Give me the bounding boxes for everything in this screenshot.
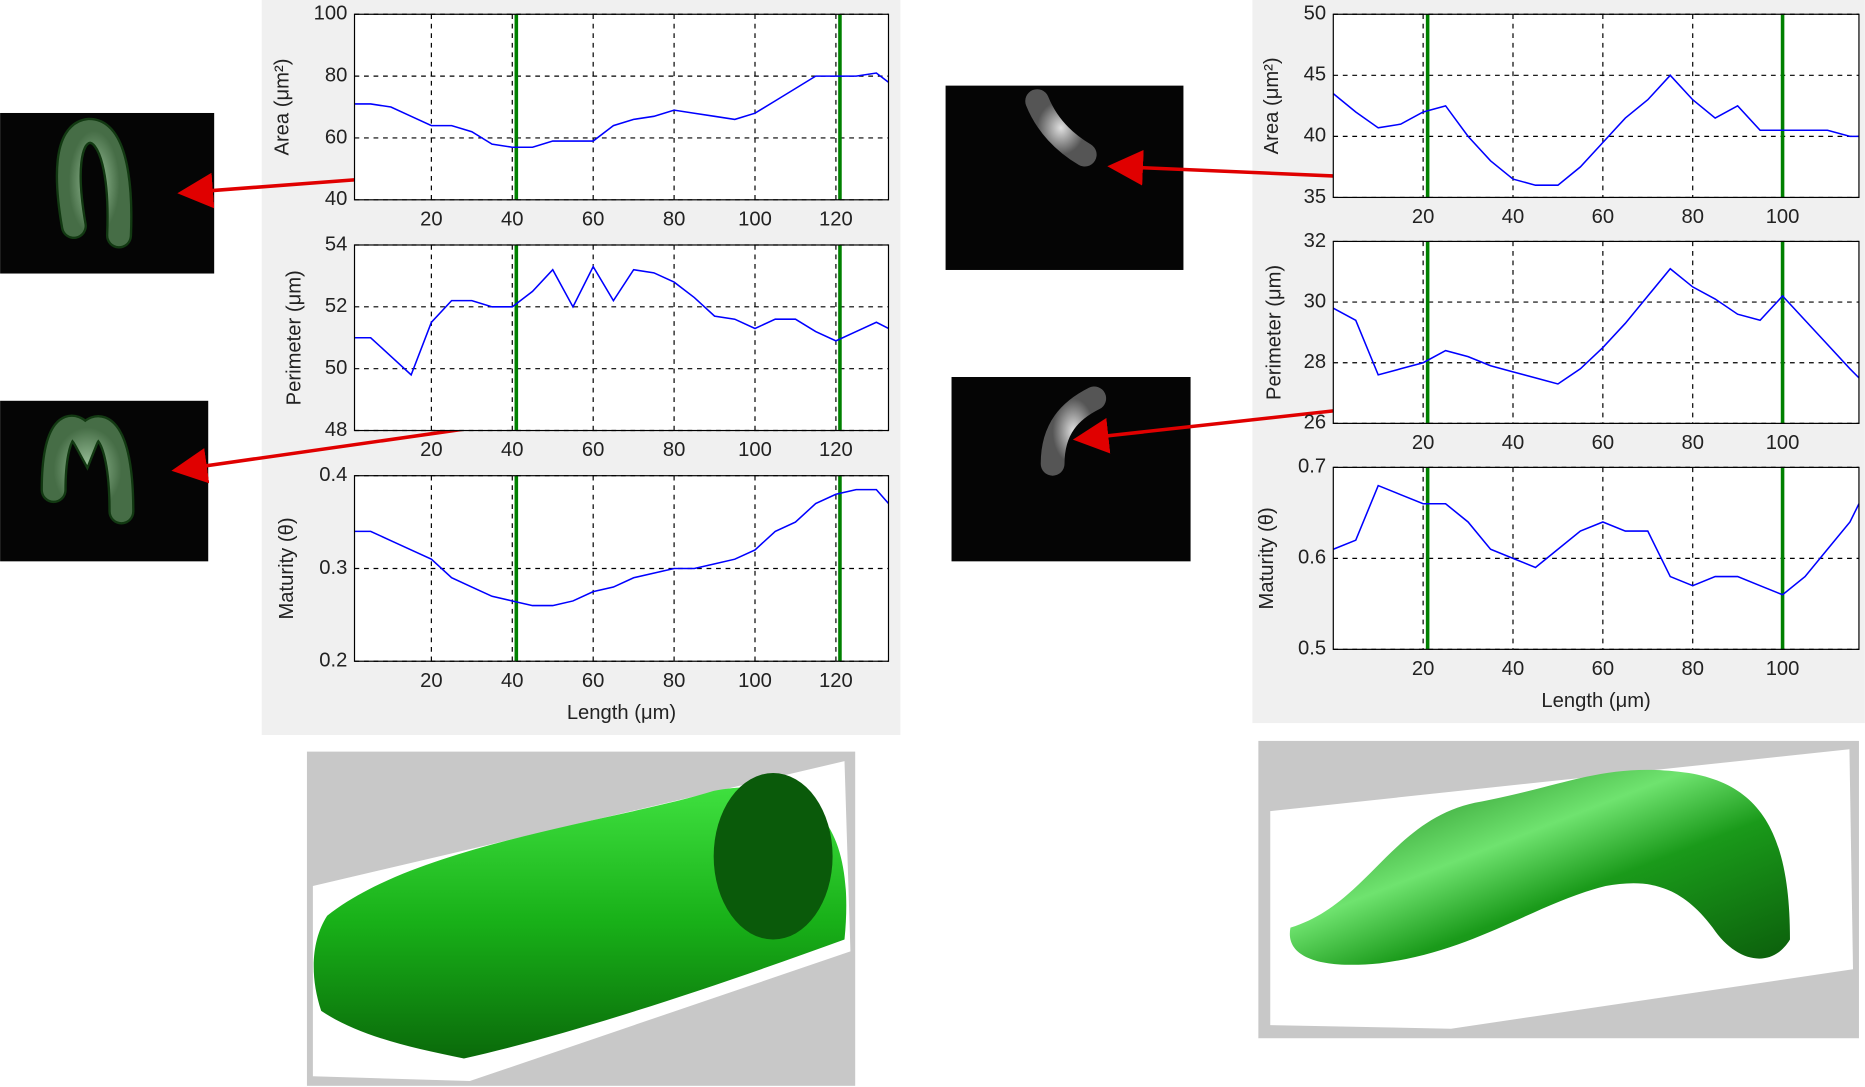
y-tick-label: 32 bbox=[1304, 230, 1326, 252]
y-tick-label: 54 bbox=[325, 233, 347, 255]
data-line bbox=[354, 265, 889, 377]
x-tick-label: 40 bbox=[501, 208, 523, 230]
x-tick-label: 80 bbox=[1681, 658, 1703, 680]
x-tick-label: 20 bbox=[1412, 432, 1434, 454]
x-tick-label: 100 bbox=[1766, 658, 1800, 680]
x-tick-label: 80 bbox=[663, 208, 685, 230]
y-tick-label: 28 bbox=[1304, 351, 1326, 373]
y-tick-label: 26 bbox=[1304, 412, 1326, 434]
x-tick-label: 20 bbox=[420, 439, 442, 461]
x-tick-label: 100 bbox=[738, 670, 772, 692]
x-tick-label: 60 bbox=[1592, 206, 1614, 228]
x-tick-label: 20 bbox=[1412, 206, 1434, 228]
y-axis-label: Maturity (θ) bbox=[276, 517, 298, 619]
x-tick-label: 20 bbox=[420, 208, 442, 230]
plot-frame bbox=[1332, 466, 1860, 650]
y-tick-label: 0.5 bbox=[1298, 638, 1326, 660]
y-tick-label: 0.3 bbox=[319, 557, 347, 579]
plot-area bbox=[1333, 14, 1859, 198]
y-tick-label: 0.6 bbox=[1298, 547, 1326, 569]
y-tick-label: 35 bbox=[1304, 186, 1326, 208]
data-line bbox=[1332, 267, 1860, 385]
x-tick-label: 60 bbox=[1592, 432, 1614, 454]
x-tick-label: 100 bbox=[738, 439, 772, 461]
y-tick-label: 80 bbox=[325, 64, 347, 86]
y-tick-label: 0.2 bbox=[319, 650, 347, 672]
plot-frame bbox=[353, 475, 890, 662]
x-tick-label: 120 bbox=[819, 670, 853, 692]
x-tick-label: 80 bbox=[663, 439, 685, 461]
y-tick-label: 40 bbox=[325, 188, 347, 210]
y-tick-label: 52 bbox=[325, 295, 347, 317]
plot-frame bbox=[353, 13, 890, 201]
y-tick-label: 45 bbox=[1304, 64, 1326, 86]
x-tick-label: 40 bbox=[1502, 206, 1524, 228]
plot-frame bbox=[353, 244, 890, 432]
y-tick-label: 48 bbox=[325, 419, 347, 441]
render-3d bbox=[306, 740, 1859, 1086]
y-axis-label: Area (μm²) bbox=[271, 59, 293, 156]
data-line bbox=[1332, 484, 1860, 596]
x-tick-label: 20 bbox=[420, 670, 442, 692]
y-tick-label: 60 bbox=[325, 126, 347, 148]
y-axis-label: Perimeter (μm) bbox=[1263, 265, 1285, 400]
x-tick-label: 80 bbox=[1681, 206, 1703, 228]
data-line bbox=[1332, 74, 1859, 186]
x-axis-label: Length (μm) bbox=[1541, 690, 1650, 712]
plot-frame bbox=[1332, 240, 1860, 424]
plot-area bbox=[1333, 241, 1859, 424]
x-tick-label: 60 bbox=[582, 208, 604, 230]
plot-frame bbox=[1332, 13, 1860, 199]
y-axis-label: Maturity (θ) bbox=[1256, 507, 1278, 609]
data-line bbox=[354, 72, 889, 149]
x-tick-label: 40 bbox=[501, 670, 523, 692]
x-tick-label: 20 bbox=[1412, 658, 1434, 680]
x-tick-label: 120 bbox=[819, 208, 853, 230]
data-line bbox=[354, 488, 890, 607]
plot-area bbox=[354, 14, 889, 200]
y-tick-label: 50 bbox=[1304, 3, 1326, 25]
y-tick-label: 40 bbox=[1304, 125, 1326, 147]
x-tick-label: 40 bbox=[1502, 658, 1524, 680]
y-axis-label: Perimeter (μm) bbox=[283, 270, 305, 405]
x-tick-label: 100 bbox=[1766, 432, 1800, 454]
x-tick-label: 120 bbox=[819, 439, 853, 461]
x-axis-label: Length (μm) bbox=[567, 702, 676, 724]
x-tick-label: 60 bbox=[582, 439, 604, 461]
plot-area bbox=[354, 244, 889, 431]
y-axis-label: Area (μm²) bbox=[1261, 57, 1283, 154]
y-tick-label: 30 bbox=[1304, 290, 1326, 312]
x-tick-label: 100 bbox=[738, 208, 772, 230]
y-tick-label: 0.7 bbox=[1298, 456, 1326, 478]
x-tick-label: 60 bbox=[1592, 658, 1614, 680]
x-tick-label: 80 bbox=[663, 670, 685, 692]
x-tick-label: 40 bbox=[501, 439, 523, 461]
y-tick-label: 0.4 bbox=[319, 464, 347, 486]
x-tick-label: 80 bbox=[1681, 432, 1703, 454]
x-tick-label: 40 bbox=[1502, 432, 1524, 454]
x-tick-label: 60 bbox=[582, 670, 604, 692]
x-tick-label: 100 bbox=[1766, 206, 1800, 228]
y-tick-label: 100 bbox=[314, 3, 348, 25]
y-tick-label: 50 bbox=[325, 357, 347, 379]
